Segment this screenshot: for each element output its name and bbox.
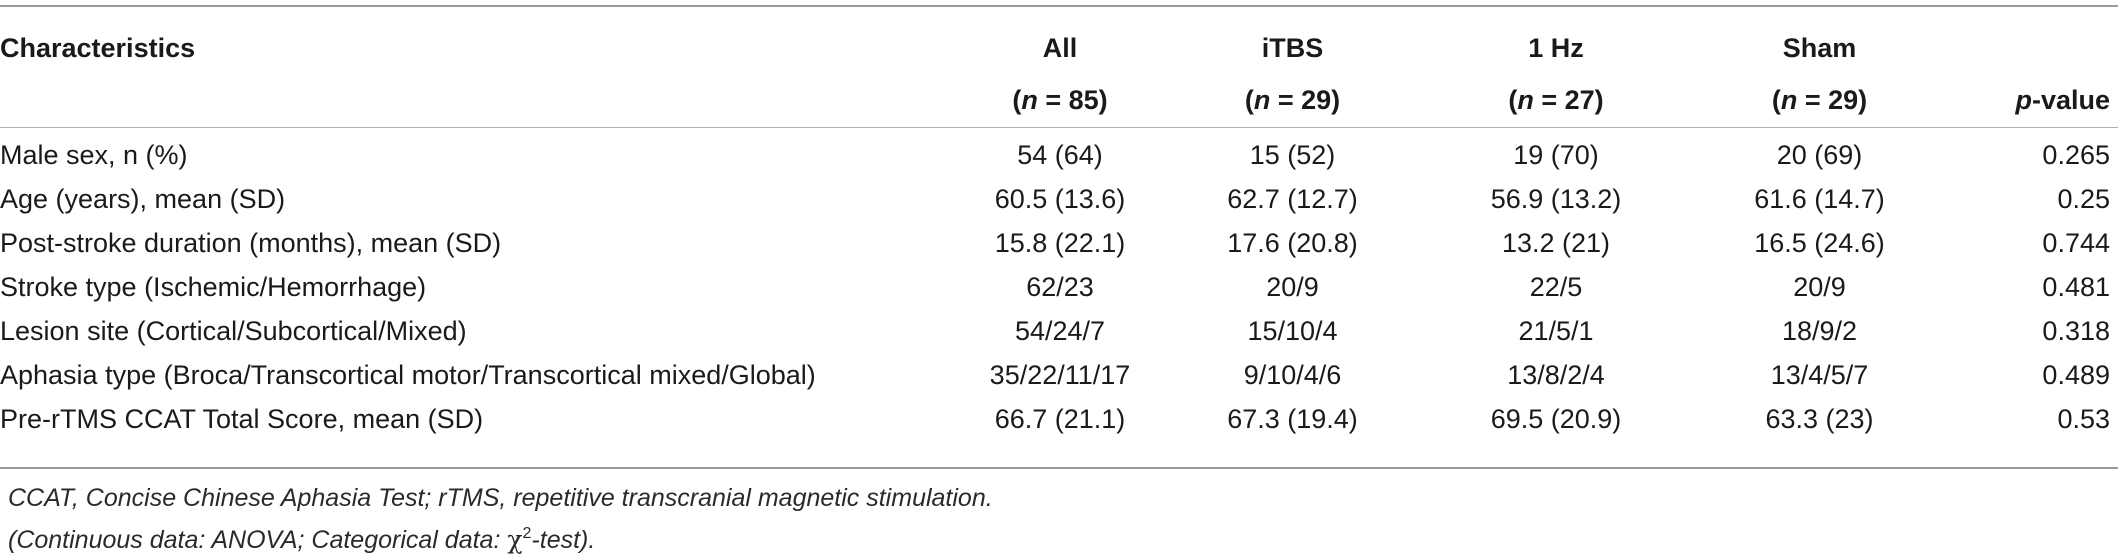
cell-sham: 61.6 (14.7) [1754, 184, 1885, 214]
header-characteristics: Characteristics [0, 33, 196, 63]
cell-all: 35/22/11/17 [989, 360, 1131, 390]
row-label: Age (years), mean (SD) [0, 184, 286, 214]
cell-pvalue: 0.489 [2042, 360, 2110, 390]
header-group-sham: Sham (n = 29) [1771, 33, 1868, 115]
cell-sham: 13/4/5/7 [1770, 360, 1869, 390]
cell-1hz: 13/8/2/4 [1507, 360, 1605, 390]
characteristics-table: Characteristics All (n = 85) iTBS (n = 2… [0, 6, 2118, 441]
cell-1hz: 56.9 (13.2) [1490, 184, 1622, 214]
cell-sham: 20 (69) [1776, 140, 1863, 170]
cell-pvalue: 0.744 [2042, 228, 2110, 258]
header-row: Characteristics All (n = 85) iTBS (n = 2… [0, 6, 2118, 127]
cell-pvalue: 0.53 [2057, 404, 2110, 434]
cell-pvalue: 0.265 [2042, 140, 2110, 170]
cell-pvalue: 0.318 [2042, 316, 2110, 346]
top-rule [0, 5, 2118, 7]
header-group-all: All (n = 85) [1012, 33, 1108, 115]
cell-itbs: 9/10/4/6 [1243, 360, 1342, 390]
cell-sham: 63.3 (23) [1765, 404, 1874, 434]
cell-itbs: 62.7 (12.7) [1227, 184, 1358, 214]
cell-itbs: 20/9 [1266, 272, 1319, 302]
cell-itbs: 15/10/4 [1247, 316, 1338, 346]
cell-1hz: 69.5 (20.9) [1490, 404, 1622, 434]
cell-sham: 20/9 [1793, 272, 1846, 302]
header-rule [0, 127, 2118, 128]
header-pvalue: p-value [2015, 85, 2110, 115]
cell-1hz: 22/5 [1529, 272, 1583, 302]
cell-sham: 18/9/2 [1781, 316, 1858, 346]
table-row: Age (years), mean (SD) 60.5 (13.6) 62.7 … [0, 177, 2118, 221]
cell-itbs: 15 (52) [1249, 140, 1336, 170]
footnote-statistics: (Continuous data: ANOVA; Categorical dat… [8, 525, 596, 554]
cell-all: 54/24/7 [1014, 316, 1106, 346]
table-row: Stroke type (Ischemic/Hemorrhage) 62/23 … [0, 265, 2118, 309]
cell-1hz: 19 (70) [1513, 140, 1599, 170]
cell-itbs: 17.6 (20.8) [1227, 228, 1358, 258]
cell-all: 54 (64) [1017, 140, 1103, 170]
table-row: Post-stroke duration (months), mean (SD)… [0, 221, 2118, 265]
cell-1hz: 21/5/1 [1518, 316, 1594, 346]
cell-all: 15.8 (22.1) [994, 228, 1126, 258]
cell-sham: 16.5 (24.6) [1754, 228, 1885, 258]
row-label: Lesion site (Cortical/Subcortical/Mixed) [0, 316, 467, 346]
header-group-itbs: iTBS (n = 29) [1244, 33, 1341, 115]
cell-all: 66.7 (21.1) [994, 404, 1126, 434]
cell-all: 62/23 [1026, 272, 1094, 302]
table-row: Pre-rTMS CCAT Total Score, mean (SD) 66.… [0, 397, 2118, 441]
row-label: Male sex, n (%) [0, 140, 188, 170]
cell-itbs: 67.3 (19.4) [1227, 404, 1358, 434]
header-group-1hz: 1 Hz (n = 27) [1508, 33, 1604, 115]
bottom-rule [0, 467, 2118, 469]
row-label: Aphasia type (Broca/Transcortical motor/… [0, 360, 816, 390]
table-row: Aphasia type (Broca/Transcortical motor/… [0, 353, 2118, 397]
row-label: Post-stroke duration (months), mean (SD) [0, 228, 502, 258]
table-row: Male sex, n (%) 54 (64) 15 (52) 19 (70) … [0, 127, 2118, 177]
cell-pvalue: 0.481 [2042, 272, 2110, 302]
table-row: Lesion site (Cortical/Subcortical/Mixed)… [0, 309, 2118, 353]
footnote-abbreviations: CCAT, Concise Chinese Aphasia Test; rTMS… [8, 484, 993, 512]
row-label: Pre-rTMS CCAT Total Score, mean (SD) [0, 404, 484, 434]
cell-pvalue: 0.25 [2057, 184, 2110, 214]
row-label: Stroke type (Ischemic/Hemorrhage) [0, 272, 427, 302]
cell-1hz: 13.2 (21) [1501, 228, 1611, 258]
table-body: Male sex, n (%) 54 (64) 15 (52) 19 (70) … [0, 127, 2118, 441]
cell-all: 60.5 (13.6) [994, 184, 1126, 214]
